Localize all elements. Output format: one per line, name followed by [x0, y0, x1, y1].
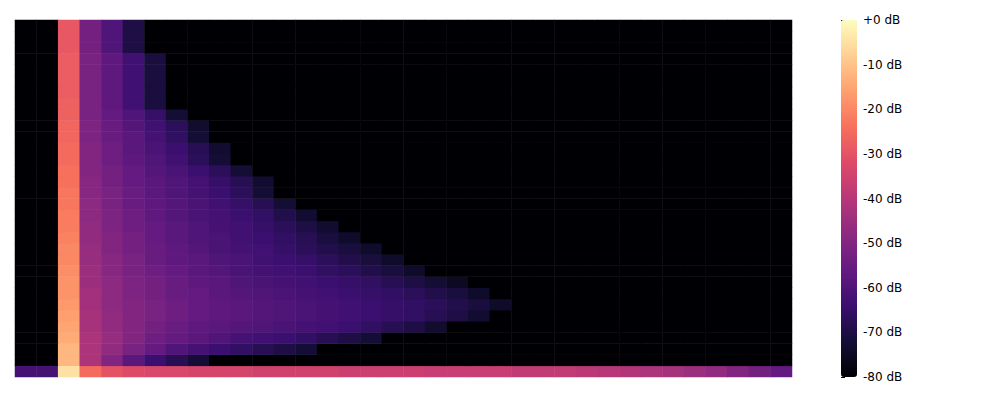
svg-text:-60 dB: -60 dB — [863, 281, 902, 295]
svg-text:-30 dB: -30 dB — [863, 147, 902, 161]
svg-text:-10 dB: -10 dB — [863, 58, 902, 72]
svg-text:-70 dB: -70 dB — [863, 325, 902, 339]
svg-text:-40 dB: -40 dB — [863, 192, 902, 206]
svg-text:-20 dB: -20 dB — [863, 102, 902, 116]
svg-text:-80 dB: -80 dB — [863, 370, 902, 384]
svg-text:-50 dB: -50 dB — [863, 236, 902, 250]
svg-text:+0 dB: +0 dB — [863, 13, 900, 27]
